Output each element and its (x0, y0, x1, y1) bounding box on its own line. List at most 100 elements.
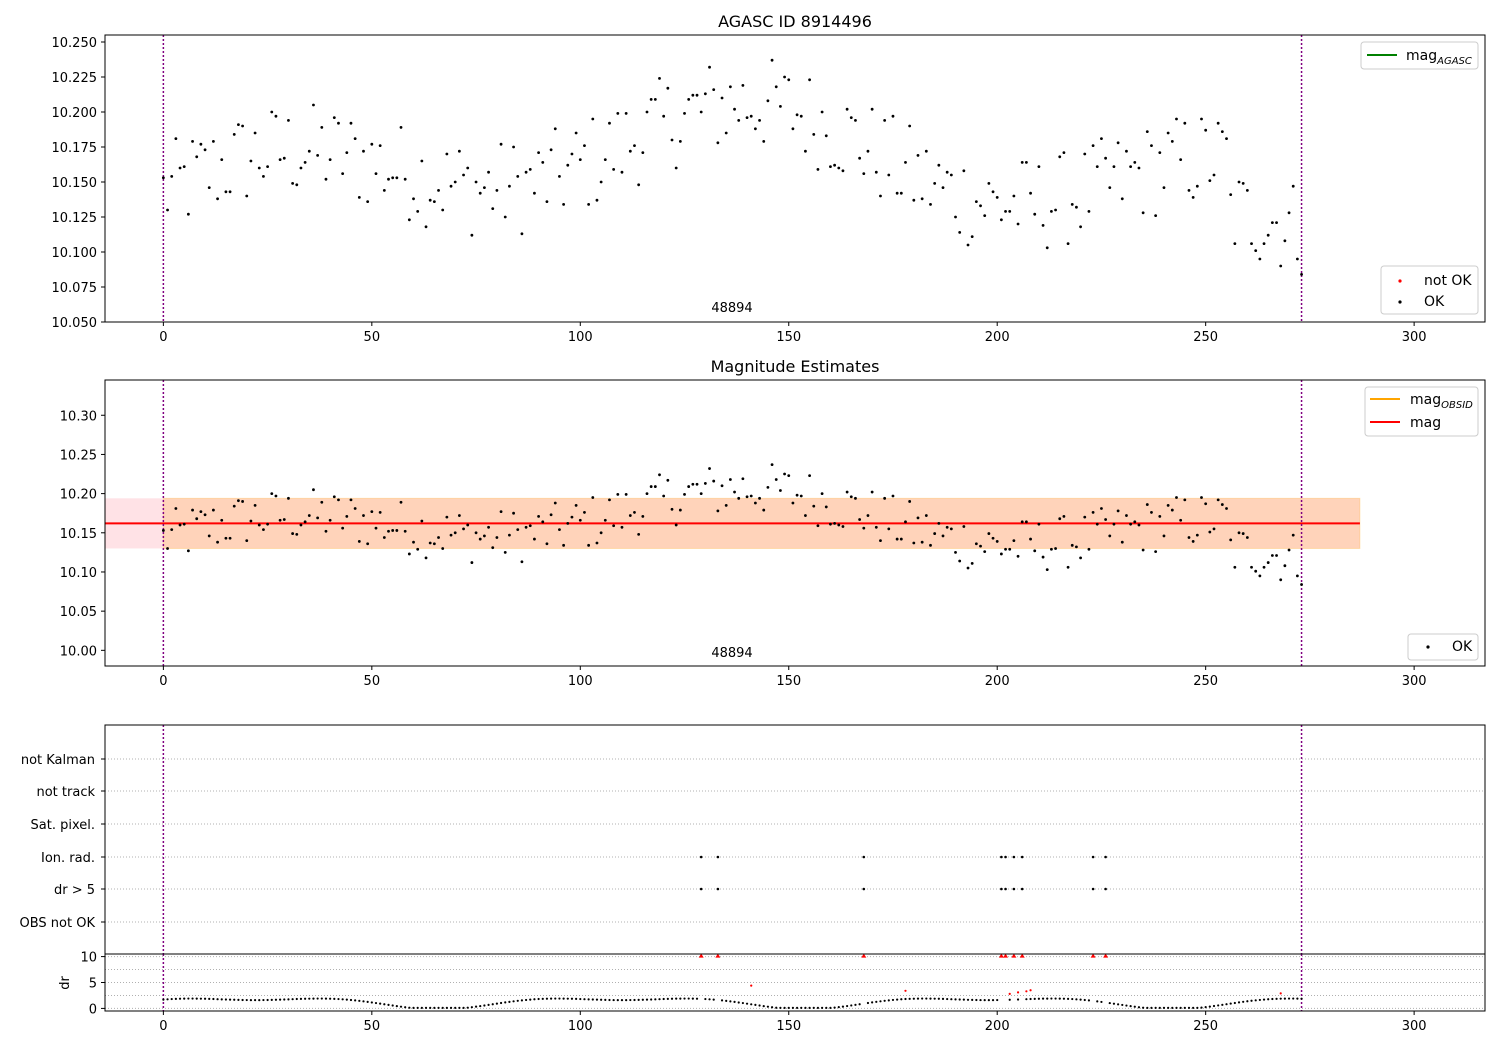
dr-capped-point (998, 953, 1004, 958)
dr-point (766, 1005, 770, 1008)
dr-point (283, 998, 286, 1001)
data-point (862, 526, 866, 530)
data-point (1208, 179, 1212, 183)
data-point (816, 168, 820, 171)
data-point (712, 88, 716, 91)
data-point (1295, 574, 1299, 578)
dr-point (916, 997, 920, 1000)
data-point (1054, 547, 1057, 550)
dr-point (679, 997, 682, 1000)
dr-point (1283, 997, 1286, 1000)
panel2-annotation: 48894 (711, 646, 752, 661)
data-point (1250, 242, 1253, 246)
data-point (345, 514, 349, 518)
dr-point (241, 998, 244, 1002)
agasc-panel: AGASC ID 8914496 0 50 100 150 200 250 300 10.0… (52, 12, 1486, 345)
dr-point (1221, 1003, 1224, 1006)
data-point (549, 513, 553, 517)
data-point (941, 534, 945, 538)
ion-rad-point (1004, 855, 1007, 859)
dr-point (520, 999, 524, 1002)
data-point (879, 539, 882, 543)
data-point (545, 542, 549, 546)
data-point (749, 494, 753, 498)
data-point (1037, 522, 1041, 526)
dr-point (424, 1006, 428, 1009)
dr-point (575, 997, 578, 1000)
data-point (487, 525, 490, 529)
y-tick-label: 10.30 (60, 409, 97, 424)
legend-marker-not-ok (1398, 279, 1402, 283)
data-point (399, 500, 403, 504)
data-point (420, 159, 424, 163)
panel1-y-ticks: 10.050 10.075 10.100 10.125 10.150 10.175 10.2… (52, 36, 105, 331)
data-point (995, 540, 999, 543)
panel2-bands (105, 497, 1361, 549)
data-point (1179, 158, 1183, 162)
dr-point (1046, 997, 1049, 1000)
ion-rad-point (1012, 855, 1016, 859)
data-point (366, 200, 370, 204)
data-point (870, 490, 874, 494)
y-tick-label: 10.05 (60, 605, 97, 620)
data-point (804, 149, 807, 153)
data-point (728, 85, 732, 89)
dr-point (741, 1001, 744, 1005)
data-point (1058, 517, 1062, 521)
data-point (182, 522, 186, 526)
data-point (758, 119, 761, 122)
data-point (161, 529, 165, 532)
data-point (958, 559, 962, 563)
data-point (691, 482, 695, 486)
data-point (620, 170, 624, 174)
data-point (587, 203, 591, 206)
dr-point (333, 997, 336, 1000)
dr-panel: 0 5 10 0 50 100 150 200 250 300 dr (58, 951, 1486, 1034)
data-point (337, 121, 340, 125)
data-point (337, 498, 340, 502)
data-point (224, 536, 228, 540)
dr-red-point (1025, 990, 1028, 993)
data-point (899, 537, 903, 541)
panel1-annotation: 48894 (711, 301, 752, 316)
data-point (824, 134, 828, 138)
dr-ylabel: dr (58, 976, 73, 990)
dr-point (1179, 1006, 1182, 1009)
y-tick-label: 10.200 (52, 106, 98, 121)
data-point (533, 537, 536, 541)
data-point (1041, 555, 1045, 559)
dr-point (775, 1006, 778, 1009)
data-point (1175, 496, 1178, 499)
data-point (1287, 548, 1291, 552)
data-point (779, 105, 782, 108)
dr-point (612, 998, 615, 1002)
data-point (432, 200, 436, 204)
data-point (1262, 242, 1266, 246)
data-point (653, 485, 657, 488)
y-tick-label: 10.250 (52, 36, 98, 51)
dr-point (1041, 997, 1045, 1000)
data-point (1066, 242, 1070, 246)
data-point (637, 532, 641, 536)
data-point (1070, 543, 1074, 547)
data-point (683, 112, 686, 115)
y-tick-label: 10.175 (52, 141, 98, 156)
data-point (658, 473, 661, 477)
y-tick-label: 10.150 (52, 176, 98, 191)
dr-point (1225, 1003, 1228, 1006)
data-point (1004, 547, 1007, 551)
data-point (820, 492, 824, 496)
data-point (758, 496, 761, 500)
data-point (178, 523, 182, 527)
data-point (766, 485, 770, 489)
data-point (328, 158, 332, 162)
data-point (170, 528, 174, 532)
data-point (316, 154, 320, 157)
data-point (670, 138, 674, 142)
dr-point (199, 997, 202, 1000)
dr-point (387, 1003, 390, 1006)
data-point (312, 103, 315, 107)
data-point (849, 116, 853, 119)
dr-point (445, 1006, 448, 1009)
data-point (662, 114, 666, 118)
